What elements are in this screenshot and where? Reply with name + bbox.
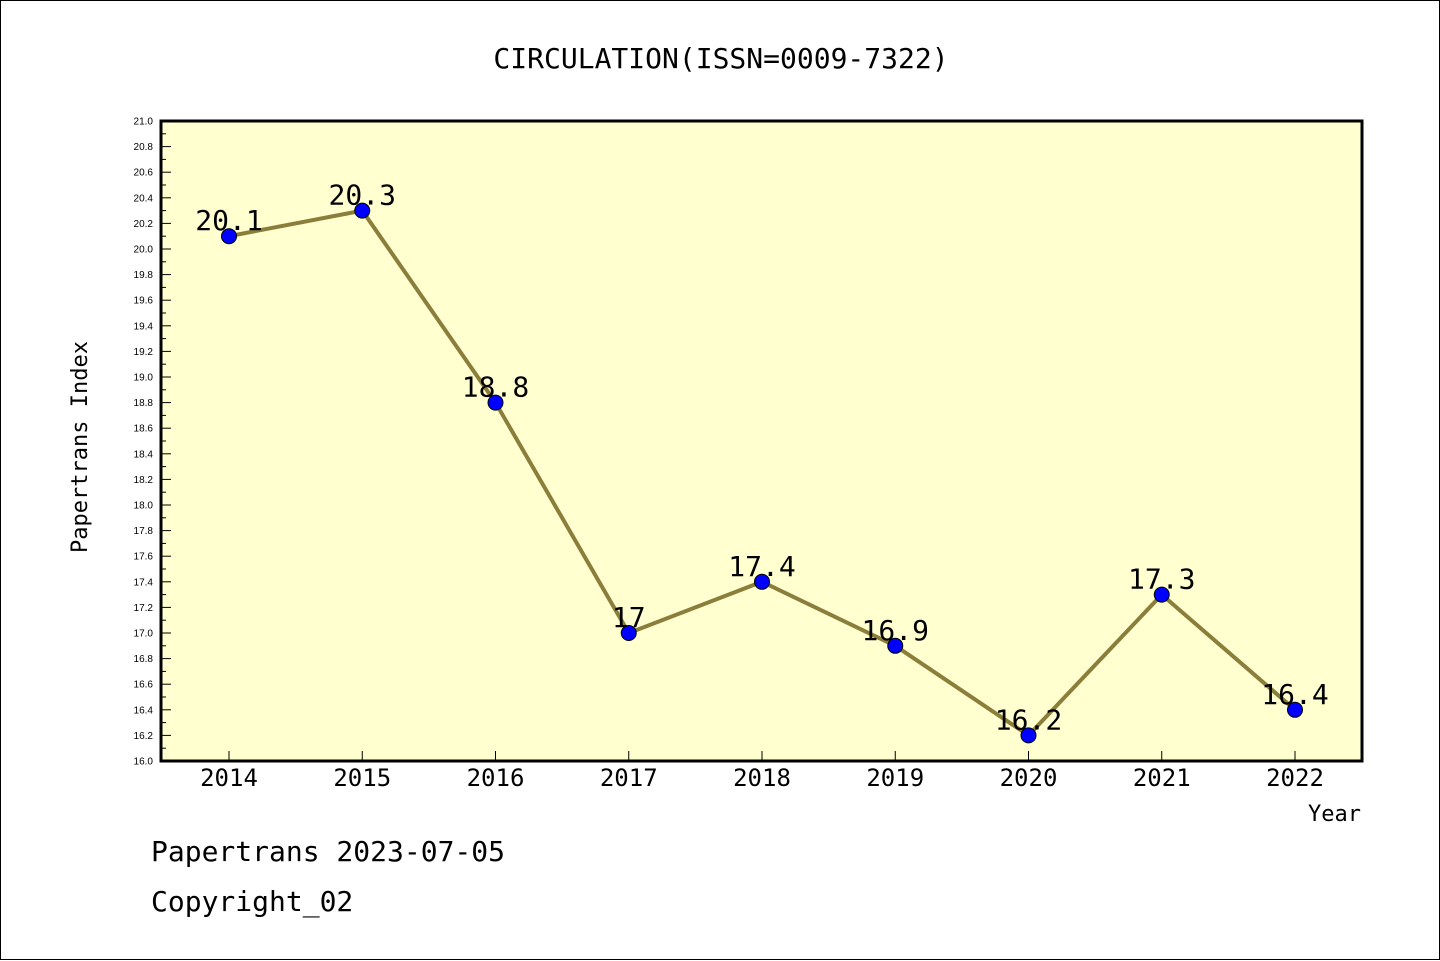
y-tick-label: 17.0 [134,629,154,640]
data-label-2018: 17.4 [728,550,795,583]
y-tick-label: 18.0 [134,501,154,512]
y-tick-label: 20.4 [134,193,154,204]
y-tick-label: 21.0 [134,117,154,128]
y-tick-label: 19.2 [134,347,154,358]
x-tick-label: 2021 [1133,764,1191,792]
x-axis-label: Year [1308,802,1361,827]
data-point-2019 [887,637,904,654]
data-label-2014: 20.1 [195,204,262,237]
y-tick-label: 17.2 [134,603,154,614]
plot-border [159,119,1364,763]
y-tick-label: 16.4 [134,705,154,716]
y-tick-label: 19.0 [134,373,154,384]
data-point-2015 [354,202,371,219]
y-tick-label: 17.6 [134,552,154,563]
y-tick-label: 18.4 [134,449,154,460]
y-axis-label: Papertrans Index [68,341,93,553]
data-label-2015: 20.3 [329,179,396,212]
x-tick-label: 2014 [200,764,258,792]
data-point-2017 [620,625,637,641]
data-label-2021: 17.3 [1128,563,1195,596]
plot-area [161,121,1362,761]
data-point-2016 [487,394,504,411]
data-point-2014 [221,228,237,245]
y-tick-label: 19.8 [134,270,154,281]
data-point-2021 [1153,586,1170,603]
chart-title: CIRCULATION(ISSN=0009-7322) [493,42,948,75]
y-tick-label: 19.6 [134,296,154,307]
y-tick-label: 20.6 [134,168,154,179]
data-point-2018 [754,573,770,590]
x-tick-label: 2022 [1266,764,1324,792]
x-tick-label: 2017 [600,764,658,792]
x-tick-label: 2020 [1000,764,1058,792]
footer-copyright-text: Copyright_02 [151,885,354,918]
y-tick-label: 20.8 [134,142,154,153]
data-label-2017: 17 [612,601,646,634]
y-tick-label: 20.2 [134,219,154,230]
data-point-2022 [1287,701,1303,718]
data-label-2016: 18.8 [462,371,529,404]
y-tick-label: 17.4 [134,577,154,588]
y-tick-label: 18.2 [134,475,154,486]
data-label-2020: 16.2 [995,703,1062,736]
y-tick-label: 16.0 [134,757,154,768]
y-tick-label: 20.0 [134,245,154,256]
data-label-2022: 16.4 [1261,678,1328,711]
y-tick-label: 16.8 [134,654,154,665]
data-point-2020 [1020,727,1037,744]
x-tick-label: 2019 [866,764,924,792]
y-tick-label: 19.4 [134,321,154,332]
y-tick-label: 18.6 [134,424,154,435]
y-tick-label: 17.8 [134,526,154,537]
x-tick-label: 2016 [467,764,525,792]
y-tick-label: 16.6 [134,680,154,691]
y-tick-label: 18.8 [134,398,154,409]
x-tick-label: 2018 [733,764,791,792]
y-tick-label: 16.2 [134,731,154,742]
data-label-2019: 16.9 [862,614,929,647]
footer-date-text: Papertrans 2023-07-05 [151,835,506,868]
x-tick-label: 2015 [333,764,391,792]
